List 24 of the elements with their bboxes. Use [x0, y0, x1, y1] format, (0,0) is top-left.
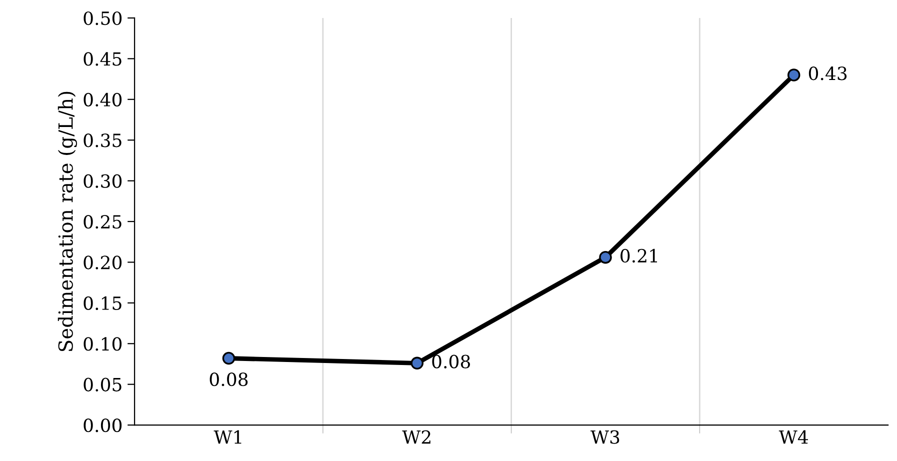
y-tick-label: 0.20: [84, 256, 122, 270]
point: [222, 352, 236, 365]
y-tick-label: 0.50: [84, 11, 122, 26]
point: [599, 250, 612, 264]
x-tick-label: W3: [590, 430, 620, 444]
y-tick-label: 0.30: [84, 174, 122, 188]
y-tick-label: 0.05: [84, 378, 122, 392]
y-tick-label: 0.40: [84, 92, 122, 107]
x-tick-label: W1: [214, 430, 242, 444]
data-label: 0.08: [432, 354, 470, 368]
data-label: 0.08: [210, 372, 248, 386]
y-tick-label: 0.15: [84, 296, 122, 310]
x-tick-label: W4: [778, 430, 808, 444]
point: [410, 356, 424, 370]
data-label: 0.21: [620, 248, 657, 263]
y-tick-label: 0.00: [84, 418, 122, 432]
data-label: 0.43: [808, 66, 847, 80]
y-tick-label: 0.10: [84, 337, 122, 351]
y-tick-label: 0.45: [84, 52, 122, 66]
y-tick-label: 0.25: [84, 214, 122, 229]
y-tick-label: 0.35: [84, 134, 122, 148]
x-tick-label: W2: [402, 430, 430, 444]
point: [787, 68, 800, 82]
y-axis-title: Sedimentation rate (g/L/h): [58, 92, 77, 352]
